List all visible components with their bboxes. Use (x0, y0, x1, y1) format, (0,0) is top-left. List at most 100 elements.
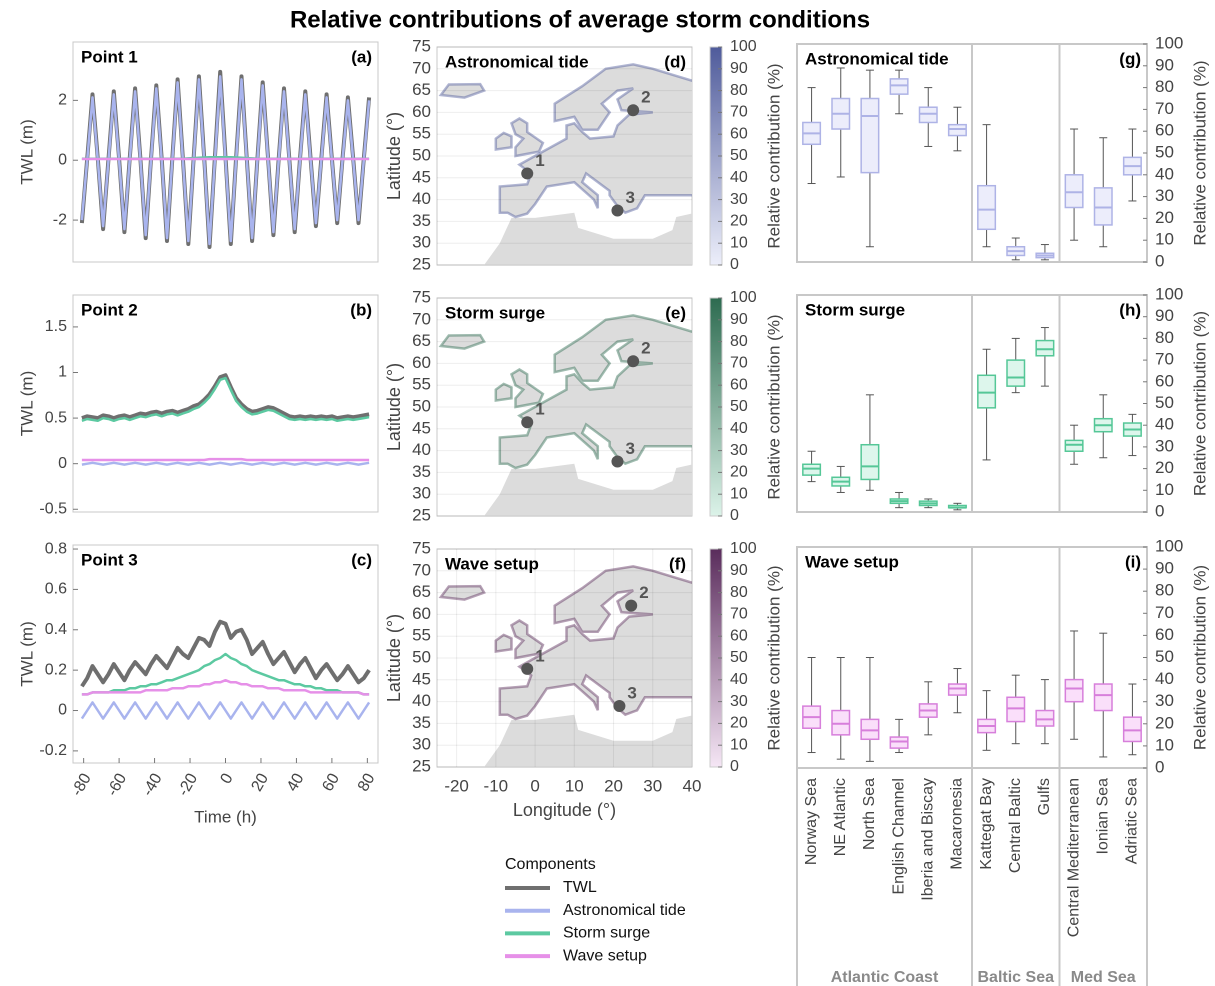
x-tick-label: English Channel (890, 778, 907, 895)
series-line (81, 652, 370, 696)
y-tick-label: 70 (412, 560, 431, 579)
panel-title: Astronomical tide (805, 49, 949, 68)
box (947, 683, 967, 696)
y-tick-label: 0 (58, 702, 67, 719)
y-tick-label: 60 (412, 604, 431, 623)
y-tick-label: 50 (1155, 142, 1174, 161)
colorbar-tick-label: 50 (730, 649, 748, 666)
y-tick-label: 35 (412, 462, 431, 481)
x-tick-label: -10 (484, 776, 509, 795)
x-tick-label: Norway Sea (803, 778, 820, 865)
y-tick-label: 70 (1155, 99, 1174, 118)
y-tick-label: 60 (1155, 625, 1174, 644)
box (977, 374, 997, 409)
y-tick-label: 1.5 (45, 318, 67, 335)
colorbar-tick-label: 70 (730, 355, 748, 372)
location-point (611, 455, 624, 468)
box (1064, 678, 1084, 703)
x-tick-label: 20 (248, 771, 272, 795)
group-label: Baltic Sea (978, 969, 1055, 986)
x-axis-label: Time (h) (194, 807, 257, 826)
colorbar-tick-label: 0 (730, 256, 739, 273)
y-tick-label: 30 (1155, 436, 1174, 455)
series-line (81, 373, 370, 421)
y-tick-label: 40 (412, 189, 431, 208)
colorbar-tick-label: 90 (730, 60, 748, 77)
y-tick-label: 100 (1155, 536, 1183, 555)
box (860, 443, 880, 481)
y-tick-label: 50 (412, 396, 431, 415)
y-tick-label: 75 (412, 287, 431, 306)
y-tick-label: 90 (1155, 306, 1174, 325)
land (438, 333, 486, 350)
land (484, 463, 692, 516)
y-tick-label: 20 (1155, 713, 1174, 732)
x-tick-label: 40 (284, 771, 308, 795)
y-tick-label: 70 (1155, 350, 1174, 369)
x-tick-label: -80 (68, 771, 94, 800)
panel-title: Point 3 (81, 550, 138, 569)
panel-letter: (a) (351, 47, 372, 66)
y-tick-label: 55 (412, 124, 431, 143)
location-point (521, 662, 534, 675)
point-label: 1 (535, 646, 544, 665)
location-point (521, 416, 534, 429)
colorbar-tick-label: 70 (730, 606, 748, 623)
colorbar-tick-label: 100 (730, 289, 757, 306)
panel-letter: (h) (1119, 300, 1141, 319)
land (509, 619, 545, 660)
box (860, 718, 880, 741)
box (831, 709, 851, 736)
x-tick-label: Adriatic Sea (1124, 778, 1141, 864)
point-label: 1 (535, 151, 544, 170)
y-tick-label: 90 (1155, 559, 1174, 578)
y-tick-label: 30 (412, 735, 431, 754)
y-tick-label: 45 (412, 669, 431, 688)
land (494, 633, 513, 653)
land (438, 584, 486, 601)
box (1006, 359, 1026, 387)
x-tick-label: North Sea (861, 778, 878, 850)
legend-entry: Astronomical tide (563, 902, 686, 919)
box (889, 736, 909, 749)
box (947, 123, 967, 137)
colorbar-tick-label: 10 (730, 234, 748, 251)
colorbar-tick-label: 60 (730, 376, 748, 393)
land (494, 382, 513, 402)
y-tick-label: 65 (412, 80, 431, 99)
colorbar-tick-label: 30 (730, 693, 748, 710)
colorbar-tick-label: 70 (730, 104, 748, 121)
y-tick-label: 50 (412, 647, 431, 666)
series-line (81, 457, 370, 462)
y-axis-label: Latitude (°) (384, 363, 404, 451)
colorbar-tick-label: 40 (730, 169, 748, 186)
point-label: 3 (627, 683, 636, 702)
box (1064, 174, 1084, 209)
y-tick-label: 70 (1155, 603, 1174, 622)
y-tick-label: 60 (412, 353, 431, 372)
y-tick-label: 30 (1155, 691, 1174, 710)
x-tick-label: Gulfs (1036, 778, 1053, 815)
y-tick-label: 100 (1155, 33, 1183, 52)
land (494, 131, 513, 151)
panel-title: Point 1 (81, 47, 138, 66)
land (498, 63, 692, 219)
y-tick-label: 55 (412, 375, 431, 394)
y-tick-label: 0.4 (45, 621, 67, 638)
group-label: Atlantic Coast (831, 969, 939, 986)
point-label: 2 (641, 339, 650, 358)
land (438, 82, 486, 99)
colorbar-label: Relative contribution (%) (764, 565, 783, 750)
colorbar-tick-label: 20 (730, 213, 748, 230)
y-axis-label: TWL (m) (17, 621, 36, 686)
y-tick-label: 70 (412, 58, 431, 77)
land (498, 314, 692, 470)
y-axis-label: TWL (m) (17, 119, 36, 184)
colorbar-tick-label: 80 (730, 333, 748, 350)
x-tick-label: Central Mediterranean (1065, 778, 1082, 937)
x-tick-label: 10 (565, 776, 584, 795)
y-tick-label: 75 (412, 36, 431, 55)
y-tick-label: 45 (412, 418, 431, 437)
y-axis-label: Latitude (°) (384, 112, 404, 200)
